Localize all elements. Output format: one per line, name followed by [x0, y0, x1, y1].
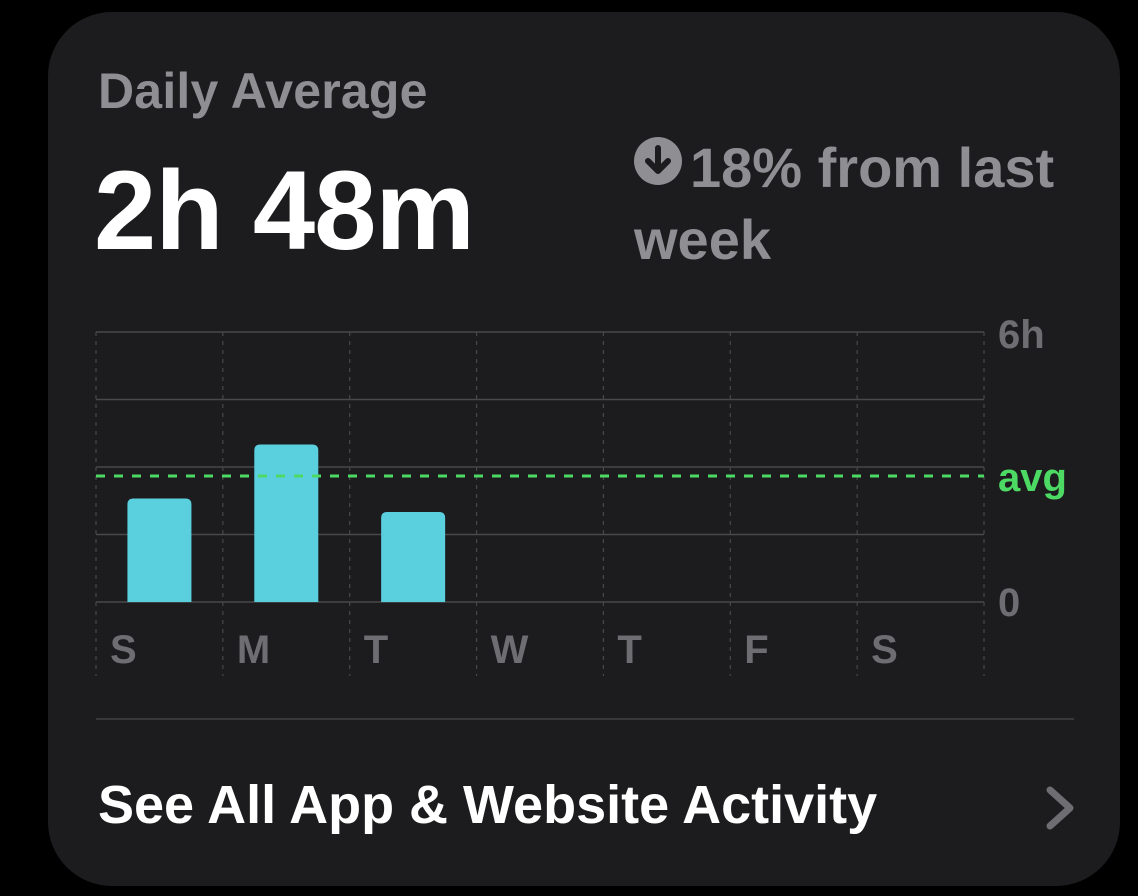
- daily-average-value: 2h 48m: [94, 148, 475, 273]
- arrow-down-circle-icon: [634, 137, 682, 185]
- bar: [127, 498, 192, 602]
- chart-bars: [127, 444, 446, 602]
- chevron-right-icon: [1046, 786, 1074, 830]
- x-tick-label: M: [237, 628, 270, 672]
- weekly-change: 18% from last week: [634, 132, 1094, 276]
- x-tick-label: S: [871, 628, 898, 672]
- x-tick-label: T: [617, 628, 641, 672]
- x-tick-label: S: [110, 628, 137, 672]
- see-all-activity-label: See All App & Website Activity: [98, 775, 878, 835]
- x-tick-label: F: [744, 628, 768, 672]
- chart-grid: [95, 331, 985, 676]
- average-label: avg: [998, 456, 1067, 500]
- chart-labels: S M T W T F S 6h 0 avg: [110, 313, 1067, 672]
- y-tick-label-max: 6h: [998, 313, 1045, 357]
- x-tick-label: T: [364, 628, 388, 672]
- weekly-change-text: 18% from last week: [634, 136, 1055, 271]
- see-all-activity-button[interactable]: See All App & Website Activity: [96, 760, 1086, 860]
- y-tick-label-min: 0: [998, 581, 1020, 625]
- bar: [254, 444, 319, 602]
- bar: [381, 512, 446, 602]
- section-divider: [96, 718, 1074, 720]
- x-tick-label: W: [491, 628, 529, 672]
- card-title: Daily Average: [98, 63, 428, 119]
- daily-average-card: [48, 12, 1120, 886]
